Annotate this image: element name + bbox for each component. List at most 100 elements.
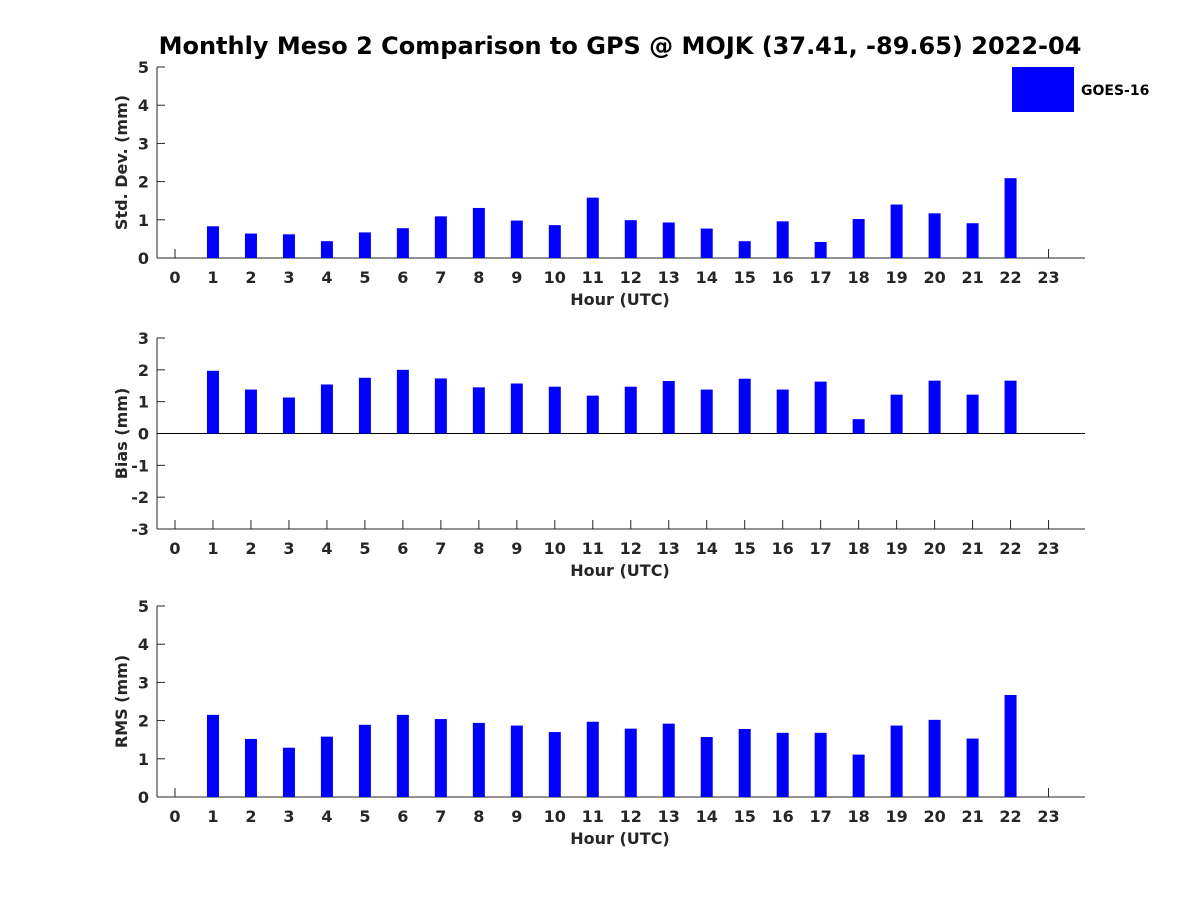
- y-tick-label: 4: [138, 96, 149, 115]
- bar-hour-17: [814, 381, 827, 434]
- x-tick-label: 1: [207, 539, 218, 558]
- y-tick-label: 5: [138, 597, 149, 616]
- x-tick-label: 2: [245, 268, 256, 287]
- bar-hour-8: [472, 387, 485, 434]
- bar-hour-10: [548, 732, 561, 797]
- x-tick-label: 8: [473, 539, 484, 558]
- y-tick-label: -3: [131, 520, 149, 539]
- bar-hour-11: [586, 395, 599, 434]
- bar-hour-6: [396, 369, 409, 434]
- x-tick-label: 17: [810, 268, 832, 287]
- y-tick-label: 3: [138, 673, 149, 692]
- bar-hour-16: [776, 389, 789, 434]
- bar-hour-3: [282, 397, 295, 434]
- x-tick-label: 6: [397, 807, 408, 826]
- x-tick-label: 15: [734, 539, 756, 558]
- bar-hour-10: [548, 386, 561, 434]
- bar-hour-17: [814, 732, 827, 797]
- bar-hour-18: [852, 219, 865, 258]
- y-tick-label: 0: [138, 788, 149, 807]
- bar-hour-22: [1004, 178, 1017, 258]
- bar-hour-13: [662, 222, 675, 258]
- bar-hour-20: [928, 719, 941, 797]
- bar-hour-6: [396, 228, 409, 258]
- x-axis-label: Hour (UTC): [570, 561, 670, 580]
- x-tick-label: 20: [923, 268, 945, 287]
- x-tick-label: 12: [620, 807, 642, 826]
- bar-hour-11: [586, 197, 599, 258]
- x-tick-label: 13: [658, 807, 680, 826]
- x-tick-label: 18: [848, 807, 870, 826]
- x-tick-label: 18: [848, 539, 870, 558]
- x-tick-label: 18: [848, 268, 870, 287]
- x-axis-label: Hour (UTC): [570, 290, 670, 309]
- y-tick-label: -1: [131, 456, 149, 475]
- bar-hour-7: [434, 378, 447, 434]
- x-tick-label: 1: [207, 807, 218, 826]
- bar-hour-20: [928, 213, 941, 258]
- x-tick-label: 19: [885, 539, 907, 558]
- y-tick-label: 1: [138, 211, 149, 230]
- x-tick-label: 5: [359, 268, 370, 287]
- bar-hour-2: [244, 389, 257, 434]
- y-tick-label: 3: [138, 329, 149, 348]
- x-tick-label: 22: [999, 539, 1021, 558]
- x-tick-label: 22: [999, 268, 1021, 287]
- x-tick-label: 3: [283, 539, 294, 558]
- x-tick-label: 12: [620, 268, 642, 287]
- x-tick-label: 14: [696, 807, 718, 826]
- x-tick-label: 4: [321, 807, 332, 826]
- x-tick-label: 10: [544, 807, 566, 826]
- bar-hour-4: [320, 384, 333, 434]
- bar-hour-5: [358, 232, 371, 258]
- x-tick-label: 13: [658, 539, 680, 558]
- x-tick-label: 14: [696, 539, 718, 558]
- x-tick-label: 9: [511, 539, 522, 558]
- x-tick-label: 11: [582, 268, 604, 287]
- x-tick-label: 14: [696, 268, 718, 287]
- bar-hour-5: [358, 377, 371, 434]
- x-tick-label: 0: [169, 807, 180, 826]
- x-tick-label: 6: [397, 268, 408, 287]
- x-tick-label: 16: [772, 807, 794, 826]
- x-tick-label: 21: [961, 268, 983, 287]
- x-tick-label: 10: [544, 268, 566, 287]
- x-tick-label: 21: [961, 539, 983, 558]
- x-tick-label: 8: [473, 807, 484, 826]
- x-tick-label: 21: [961, 807, 983, 826]
- x-tick-label: 16: [772, 268, 794, 287]
- x-tick-label: 19: [885, 268, 907, 287]
- x-tick-label: 5: [359, 539, 370, 558]
- bar-hour-19: [890, 204, 903, 258]
- y-tick-label: 0: [138, 425, 149, 444]
- x-tick-label: 7: [435, 268, 446, 287]
- bar-hour-15: [738, 378, 751, 434]
- bar-hour-14: [700, 228, 713, 258]
- y-tick-label: 2: [138, 173, 149, 192]
- bar-hour-22: [1004, 380, 1017, 434]
- bar-hour-21: [966, 223, 979, 258]
- x-tick-label: 2: [245, 539, 256, 558]
- bar-hour-1: [206, 714, 219, 797]
- chart-title: Monthly Meso 2 Comparison to GPS @ MOJK …: [159, 32, 1082, 60]
- bar-hour-12: [624, 386, 637, 434]
- x-tick-label: 17: [810, 539, 832, 558]
- x-tick-label: 20: [923, 807, 945, 826]
- x-tick-label: 11: [582, 807, 604, 826]
- x-tick-label: 9: [511, 268, 522, 287]
- bar-hour-7: [434, 216, 447, 258]
- bar-hour-9: [510, 220, 523, 258]
- bar-hour-20: [928, 380, 941, 434]
- x-tick-label: 4: [321, 268, 332, 287]
- x-tick-label: 23: [1037, 268, 1059, 287]
- bar-hour-1: [206, 370, 219, 434]
- x-tick-label: 1: [207, 268, 218, 287]
- bar-hour-9: [510, 383, 523, 434]
- x-tick-label: 16: [772, 539, 794, 558]
- y-axis-label: Bias (mm): [112, 388, 131, 480]
